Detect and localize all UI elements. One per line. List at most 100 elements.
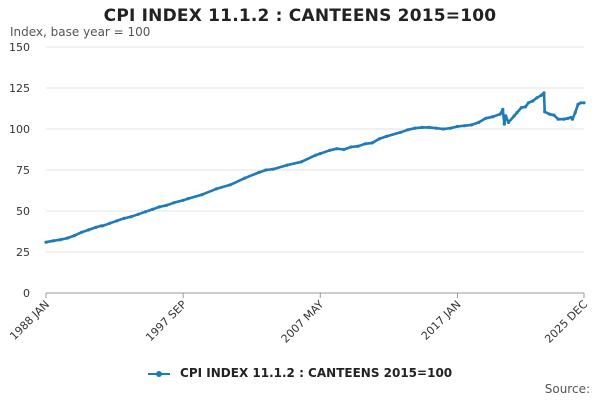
data-point-0-42	[399, 130, 403, 134]
data-point-0-5	[79, 230, 84, 234]
y-tick-label-75: 75	[16, 164, 30, 177]
data-point-0-82	[582, 101, 586, 105]
data-point-0-45	[420, 125, 424, 129]
data-point-0-31	[314, 153, 318, 157]
x-tick-label-4: 2025 DEC	[542, 298, 590, 346]
legend-series-label: CPI INDEX 11.1.2 : CANTEENS 2015=100	[180, 366, 453, 380]
y-tick-label-0: 0	[23, 287, 30, 300]
chart-legend[interactable]: CPI INDEX 11.1.2 : CANTEENS 2015=100	[0, 366, 600, 380]
data-point-0-18	[165, 203, 169, 207]
data-point-0-10	[108, 221, 112, 225]
x-tick-label-0: 1988 JAN	[7, 298, 52, 343]
data-point-0-25	[243, 176, 247, 180]
data-point-0-73	[552, 113, 556, 117]
data-point-0-44	[413, 126, 417, 130]
data-point-0-79	[573, 111, 577, 115]
data-point-0-27	[264, 168, 268, 172]
data-point-0-15	[143, 210, 147, 214]
data-point-0-34	[335, 147, 339, 151]
data-point-0-68	[535, 96, 539, 100]
data-point-0-29	[285, 163, 289, 167]
data-point-0-21	[186, 197, 190, 201]
data-point-0-61	[506, 120, 511, 124]
data-point-0-33	[328, 148, 332, 152]
y-tick-label-50: 50	[16, 205, 30, 218]
data-point-0-48	[441, 127, 445, 131]
data-point-0-1	[51, 239, 55, 243]
data-point-0-58	[501, 107, 505, 111]
data-point-0-50	[455, 124, 459, 129]
data-point-0-75	[562, 117, 566, 121]
data-point-0-30	[299, 160, 303, 164]
data-point-0-35	[342, 147, 346, 152]
y-tick-label-100: 100	[9, 123, 30, 136]
data-point-0-81	[579, 101, 583, 105]
data-point-0-41	[384, 134, 389, 138]
data-point-0-63	[515, 111, 519, 115]
data-point-0-49	[448, 126, 452, 130]
data-point-0-13	[129, 215, 133, 219]
data-point-0-40	[377, 137, 381, 141]
data-point-0-53	[477, 120, 481, 124]
data-point-0-62	[512, 114, 516, 118]
legend-series-marker	[147, 369, 170, 379]
x-tick-label-1: 1997 SEP	[143, 298, 189, 344]
chart-title: CPI INDEX 11.1.2 : CANTEENS 2015=100	[103, 6, 497, 26]
data-point-0-57	[499, 111, 503, 115]
data-point-0-19	[172, 201, 176, 205]
data-point-0-17	[157, 205, 162, 209]
data-point-0-3	[65, 236, 69, 240]
data-point-0-0	[44, 240, 48, 244]
data-point-0-64	[519, 106, 523, 110]
data-point-0-28	[271, 167, 275, 171]
data-point-0-9	[101, 224, 105, 228]
data-point-0-67	[531, 99, 535, 103]
data-point-0-55	[491, 115, 495, 119]
data-point-0-54	[484, 116, 488, 120]
data-point-0-52	[470, 123, 474, 127]
data-point-0-16	[150, 207, 154, 211]
source-note: Source:	[544, 382, 590, 396]
data-point-0-22	[200, 193, 204, 197]
y-tick-label-150: 150	[9, 41, 30, 54]
data-point-0-65	[523, 105, 528, 109]
data-point-0-72	[548, 112, 552, 116]
x-tick-label-3: 2017 JAN	[419, 298, 464, 343]
data-point-0-66	[526, 101, 531, 105]
y-tick-label-125: 125	[9, 82, 30, 95]
data-point-0-26	[257, 170, 261, 175]
data-point-0-36	[349, 145, 353, 149]
data-point-0-32	[318, 152, 322, 156]
data-point-0-69	[539, 93, 543, 97]
data-point-0-7	[94, 225, 98, 229]
data-point-0-38	[363, 142, 367, 146]
data-point-0-78	[570, 117, 575, 121]
x-tick-label-2: 2007 MAY	[279, 298, 327, 346]
data-point-0-4	[72, 234, 76, 238]
data-point-0-20	[181, 198, 185, 202]
data-point-0-74	[556, 117, 560, 121]
y-axis-label: Index, base year = 100	[10, 25, 151, 39]
data-point-0-59	[502, 122, 506, 126]
data-point-0-51	[462, 124, 467, 128]
data-point-0-23	[214, 187, 218, 191]
data-point-0-47	[434, 126, 438, 130]
data-point-0-11	[115, 219, 119, 223]
data-point-0-2	[58, 238, 62, 242]
data-point-0-39	[370, 141, 374, 145]
data-point-0-24	[228, 183, 232, 187]
data-point-0-70	[542, 91, 546, 95]
data-point-0-76	[566, 116, 570, 120]
series-line-0	[44, 91, 586, 244]
data-point-0-37	[356, 144, 360, 148]
data-point-0-43	[406, 128, 410, 132]
data-point-0-6	[87, 228, 91, 232]
data-point-0-71	[543, 110, 547, 114]
data-point-0-14	[136, 212, 140, 216]
data-point-0-12	[122, 216, 126, 220]
data-point-0-46	[427, 125, 431, 129]
y-tick-label-25: 25	[16, 246, 30, 259]
data-point-0-80	[576, 102, 580, 106]
data-point-0-60	[504, 114, 508, 118]
